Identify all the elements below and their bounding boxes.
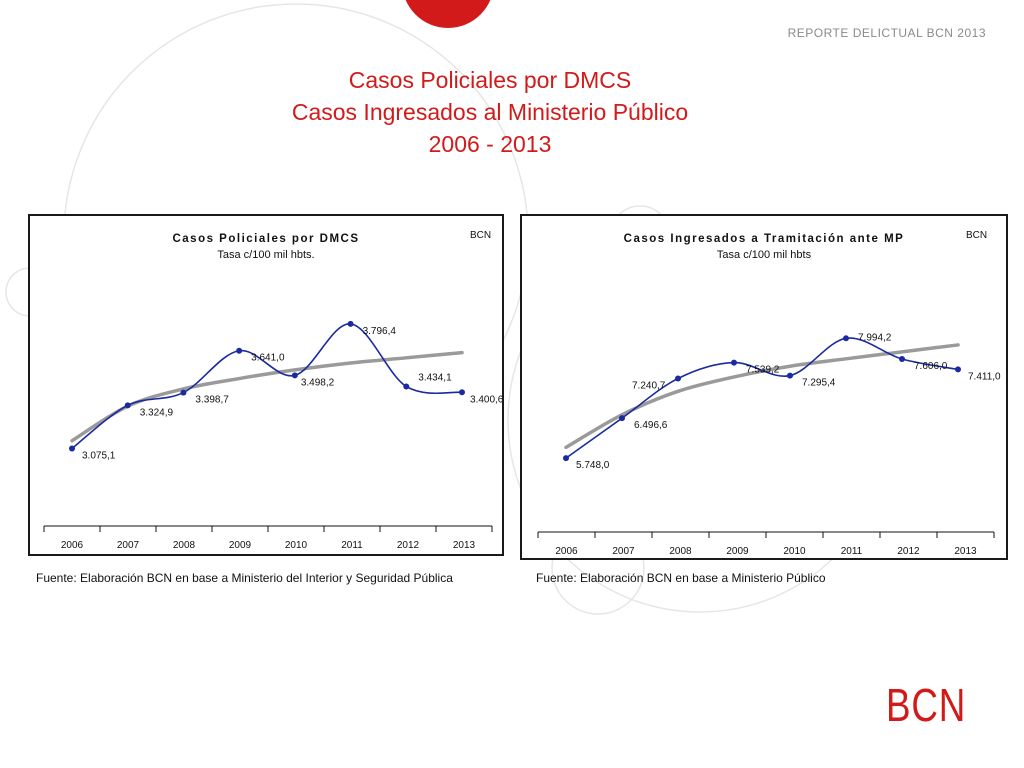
data-label: 3.400,6 [470,394,502,405]
data-point [180,389,187,396]
x-tick-label: 2012 [897,546,920,557]
bcn-logo: BCN [886,679,967,731]
data-point [459,389,465,396]
data-point [843,335,849,342]
data-point [291,372,298,379]
x-tick-label: 2006 [555,546,578,557]
x-tick-label: 2013 [954,546,977,557]
red-circle-decoration [405,0,491,28]
x-tick-label: 2008 [669,546,692,557]
data-point [69,445,75,452]
data-point [563,455,569,462]
data-label: 7.606,0 [914,361,948,372]
title-line-2: Casos Ingresados al Ministerio Público [291,99,689,125]
x-tick-label: 2010 [285,540,308,551]
data-label: 5.748,0 [576,460,610,471]
data-point [619,415,625,422]
data-label: 7.295,4 [802,378,836,389]
chart-ingresados: Casos Ingresados a Tramitación ante MP Ta… [537,230,1001,557]
data-point [403,383,410,390]
corner-label: BCN [470,230,491,241]
chart-title: Casos Policiales por DMCS [172,233,359,245]
chart-title: Casos Ingresados a Tramitación ante MP [624,233,905,245]
data-label: 3.796,4 [363,326,397,337]
x-tick-label: 2007 [117,540,140,551]
x-tick-label: 2012 [397,540,420,551]
title-line-3: 2006 - 2013 [428,131,552,157]
data-label: 7.994,2 [858,332,892,343]
series-line [71,323,463,450]
x-tick-label: 2006 [61,540,84,551]
x-tick-label: 2011 [341,540,363,551]
data-label: 7.240,7 [632,380,666,391]
data-label: 3.075,1 [82,450,116,461]
x-tick-label: 2009 [229,540,252,551]
data-point [899,356,905,363]
data-label: 3.498,2 [301,377,335,388]
data-label: 3.641,0 [251,353,285,364]
data-label: 7.411,0 [968,371,1001,382]
x-tick-label: 2011 [841,546,863,557]
x-tick-label: 2009 [726,546,749,557]
x-tick-label: 2010 [783,546,806,557]
data-point [787,372,793,379]
chart-panel-policiales: Casos Policiales por DMCS Tasa c/100 mil … [28,214,504,556]
data-point [236,347,243,354]
trend-line [70,350,464,443]
source-note-left: Fuente: Elaboración BCN en base a Minist… [36,571,453,585]
data-point [731,359,737,366]
trend-line [564,343,960,450]
report-tag: REPORTE DELICTUAL BCN 2013 [787,26,986,40]
chart-subtitle: Tasa c/100 mil hbts [717,249,812,261]
x-tick-label: 2007 [612,546,635,557]
data-point [955,366,961,373]
data-label: 6.496,6 [634,420,668,431]
page-title: Casos Policiales por DMCS Casos Ingresad… [0,64,980,160]
data-label: 3.434,1 [418,372,452,383]
series-line [565,337,959,459]
data-label: 3.324,9 [140,407,174,418]
corner-label: BCN [966,230,987,241]
chart-subtitle: Tasa c/100 mil hbts. [217,249,314,261]
chart-panel-ingresados: Casos Ingresados a Tramitación ante MP Ta… [520,214,1008,560]
title-line-1: Casos Policiales por DMCS [348,67,632,93]
x-tick-label: 2008 [173,540,196,551]
data-label: 7.539,2 [746,365,780,376]
data-point [347,320,354,327]
data-point [675,375,681,382]
data-label: 3.398,7 [195,395,229,406]
source-note-right: Fuente: Elaboración BCN en base a Minist… [536,571,826,585]
x-tick-label: 2013 [453,540,476,551]
data-point [124,402,131,409]
chart-policiales: Casos Policiales por DMCS Tasa c/100 mil … [43,230,502,551]
